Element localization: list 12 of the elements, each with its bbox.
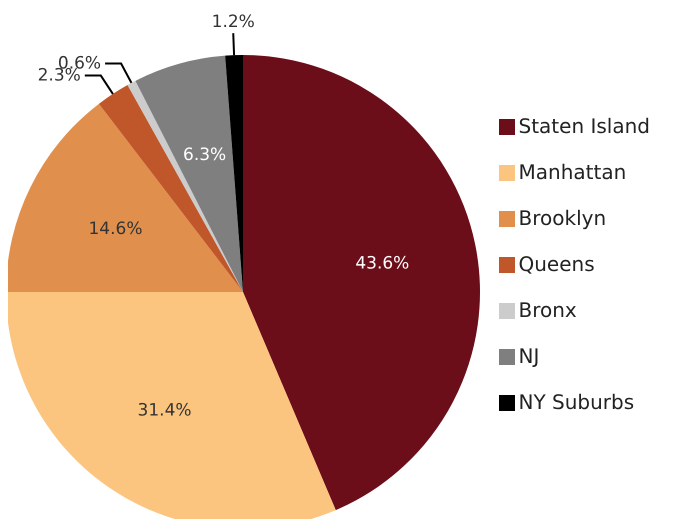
legend-label: Manhattan — [518, 160, 626, 184]
legend-label: NJ — [518, 344, 540, 368]
legend-label: Brooklyn — [518, 206, 606, 230]
legend-label: Staten Island — [518, 114, 650, 138]
data-label: 1.2% — [212, 12, 255, 32]
data-label: 14.6% — [88, 219, 143, 240]
legend-label: NY Suburbs — [518, 390, 634, 414]
legend-label: Bronx — [518, 298, 577, 322]
data-label: 43.6% — [355, 254, 410, 274]
data-label: 31.4% — [138, 400, 192, 421]
legend-label: Queens — [518, 252, 595, 276]
data-label: 6.3% — [183, 145, 226, 166]
